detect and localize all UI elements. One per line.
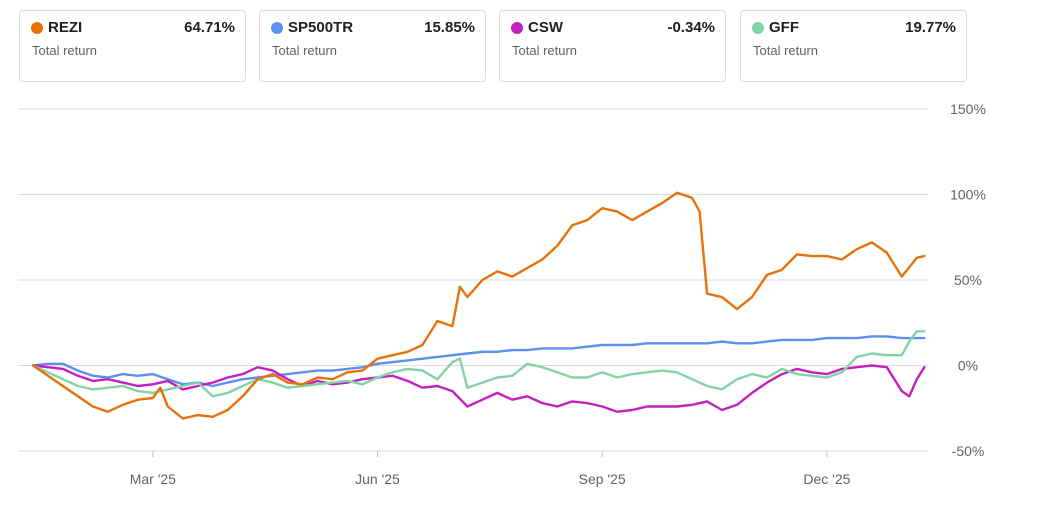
sp500tr-color-dot: [271, 22, 283, 34]
rezi-ticker: REZI: [48, 19, 83, 36]
gff-color-dot: [752, 22, 764, 34]
gff-return-value: 19.77%: [905, 19, 956, 36]
x-tick-label: Sep '25: [579, 471, 626, 487]
csw-return-value: -0.34%: [667, 19, 715, 36]
series-lines: [31, 191, 926, 420]
sp500tr-ticker: SP500TR: [288, 19, 354, 36]
y-tick-label: 50%: [954, 272, 982, 288]
x-axis-ticks: [152, 451, 828, 457]
csw-color-dot: [511, 22, 523, 34]
y-axis-labels: 150% 100% 50% 0% -50%: [950, 101, 986, 459]
card-sp500tr[interactable]: SP500TR 15.85% Total return: [259, 10, 486, 82]
rezi-return-value: 64.71%: [184, 19, 235, 36]
sp500tr-return-label: Total return: [272, 43, 338, 58]
x-axis-labels: Mar '25 Jun '25 Sep '25 Dec '25: [130, 471, 851, 487]
rezi-color-dot: [31, 22, 43, 34]
y-tick-label: 150%: [950, 101, 986, 117]
y-tick-label: 0%: [958, 358, 978, 374]
csw-return-label: Total return: [512, 43, 578, 58]
x-tick-label: Dec '25: [803, 471, 850, 487]
card-csw[interactable]: CSW -0.34% Total return: [499, 10, 726, 82]
x-tick-label: Jun '25: [355, 471, 400, 487]
rezi-return-label: Total return: [32, 43, 98, 58]
series-line-csw[interactable]: [31, 364, 926, 413]
series-line-rezi[interactable]: [31, 191, 926, 420]
gff-ticker: GFF: [769, 19, 799, 36]
y-tick-label: 100%: [950, 187, 986, 203]
gff-return-label: Total return: [753, 43, 819, 58]
sp500tr-return-value: 15.85%: [424, 19, 475, 36]
csw-ticker: CSW: [528, 19, 563, 36]
x-tick-label: Mar '25: [130, 471, 176, 487]
card-rezi[interactable]: REZI 64.71% Total return: [19, 10, 246, 82]
series-line-gff[interactable]: [31, 330, 926, 398]
series-line-sp500tr[interactable]: [31, 335, 926, 388]
gridlines: [18, 108, 928, 452]
card-gff[interactable]: GFF 19.77% Total return: [740, 10, 967, 82]
y-tick-label: -50%: [952, 443, 985, 459]
